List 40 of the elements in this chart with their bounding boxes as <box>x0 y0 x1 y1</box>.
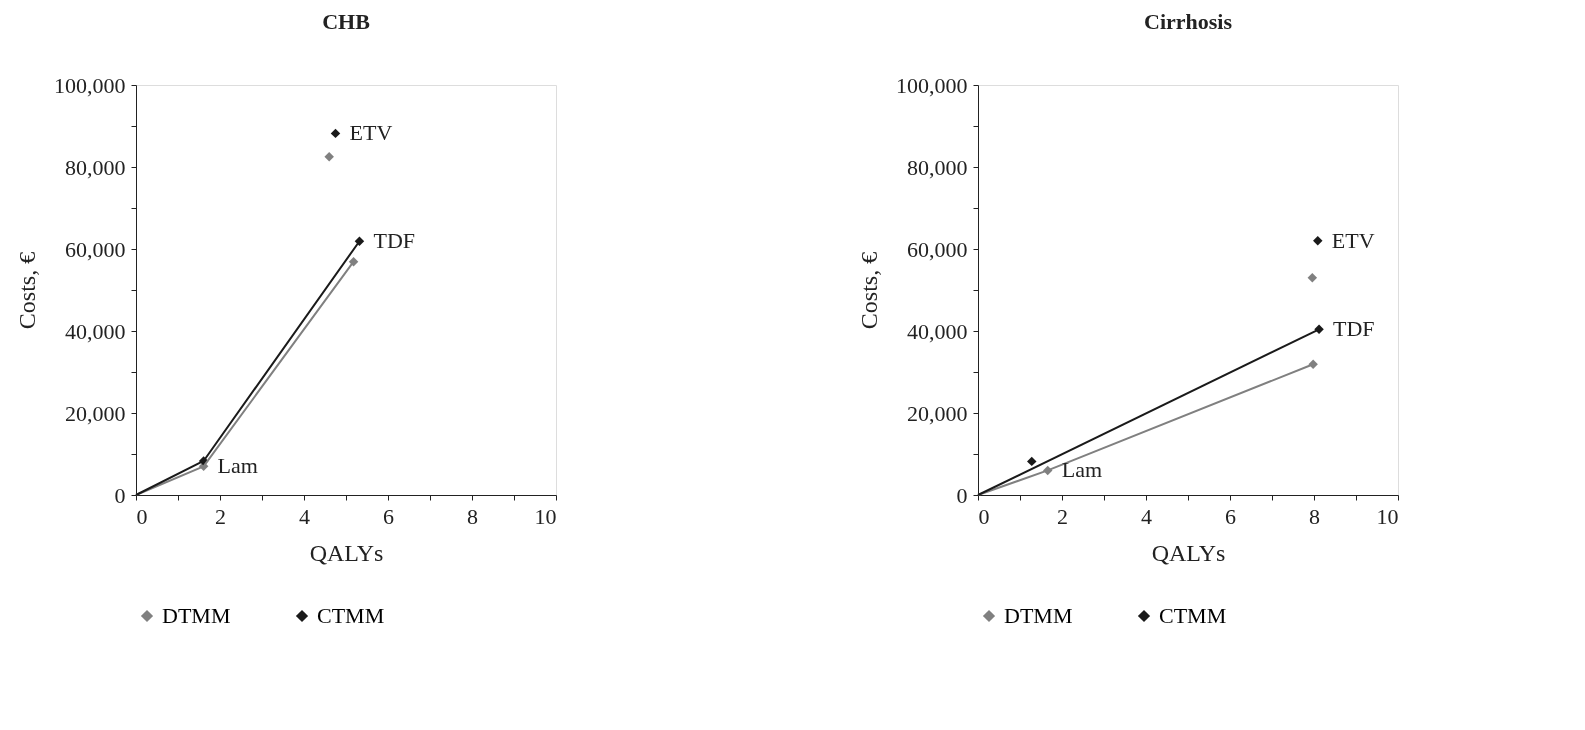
legend-label: DTMM <box>1004 603 1073 628</box>
annotation: ETV <box>349 120 393 146</box>
chart-title: Cirrhosis <box>1144 9 1233 34</box>
y-tick-label: 60,000 <box>65 236 126 262</box>
legend-label: DTMM <box>162 603 231 628</box>
y-tick-label: 80,000 <box>907 154 968 180</box>
y-tick-label: 20,000 <box>65 400 126 426</box>
legend-label: CTMM <box>1159 603 1227 628</box>
y-tick-label: 0 <box>956 482 968 508</box>
x-tick-label: 2 <box>1057 503 1068 529</box>
y-tick-label: 40,000 <box>907 318 968 344</box>
x-tick-label: 4 <box>299 503 310 529</box>
y-axis-title: Costs, € <box>856 251 882 330</box>
y-tick-label: 20,000 <box>907 400 968 426</box>
y-tick-label: 60,000 <box>907 236 968 262</box>
x-tick-label: 0 <box>136 503 148 529</box>
y-tick-label: 40,000 <box>65 318 126 344</box>
annotation: ETV <box>1331 227 1375 253</box>
x-axis-title: QALYs <box>309 539 384 566</box>
legend-label: CTMM <box>317 603 385 628</box>
x-tick-label: 2 <box>215 503 226 529</box>
annotation: TDF <box>1333 316 1375 342</box>
x-tick-label: 10 <box>1376 503 1399 529</box>
x-tick-label: 4 <box>1141 503 1152 529</box>
x-tick-label: 8 <box>1309 503 1320 529</box>
x-tick-label: 10 <box>534 503 557 529</box>
x-axis-title: QALYs <box>1151 539 1226 566</box>
y-tick-label: 80,000 <box>65 154 126 180</box>
y-tick-label: 0 <box>114 482 126 508</box>
chart-title: CHB <box>322 9 371 34</box>
y-tick-label: 100,000 <box>896 72 968 98</box>
annotation: Lam <box>1061 457 1103 483</box>
x-tick-label: 8 <box>467 503 478 529</box>
annotation: Lam <box>217 453 258 479</box>
annotation: TDF <box>373 228 415 254</box>
x-tick-label: 6 <box>1225 503 1236 529</box>
x-tick-label: 6 <box>383 503 394 529</box>
y-tick-label: 100,000 <box>54 72 126 98</box>
y-axis-title: Costs, € <box>14 251 40 330</box>
x-tick-label: 0 <box>978 503 990 529</box>
